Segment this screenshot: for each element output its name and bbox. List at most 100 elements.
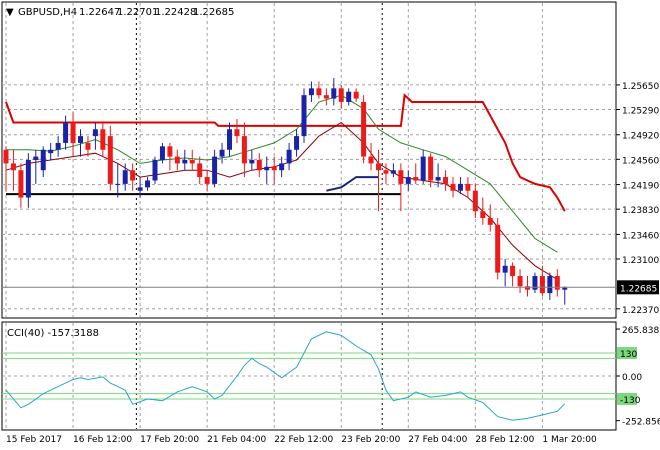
candle-body [525, 286, 530, 290]
cci-title: CCI(40) -157.3188 [7, 328, 99, 339]
candle [398, 163, 404, 212]
candle-body [100, 129, 106, 150]
candle-body [346, 91, 352, 102]
candle-body [70, 122, 76, 143]
candle-body [413, 177, 419, 181]
candle-body [130, 170, 136, 181]
candle-body [48, 149, 54, 154]
candle [78, 129, 83, 157]
candle-body [10, 163, 16, 171]
candle-body [92, 129, 98, 137]
candle [547, 272, 553, 300]
candle-body [159, 146, 165, 160]
candle-body [115, 183, 121, 185]
candle [294, 129, 300, 157]
chart-header-close: 1.22685 [193, 7, 234, 18]
candle-body [122, 170, 128, 184]
candle-body [85, 142, 91, 150]
chart-header-open: 1.22647 [79, 7, 120, 18]
candle [92, 122, 98, 150]
cci-level-box [617, 347, 637, 360]
candle-body [182, 160, 188, 164]
candle-body [457, 183, 463, 191]
axis-layer: 15 Feb 2017 16 Feb 12:00 17 Feb 20:00 21 Fe… [6, 82, 660, 445]
candle [539, 265, 545, 297]
candle-body [390, 170, 396, 174]
candle [316, 81, 322, 99]
candle [435, 163, 441, 188]
price-layer [2, 78, 616, 305]
candle-body [197, 163, 203, 178]
candle-body [547, 276, 553, 294]
candle-body [495, 224, 501, 273]
chart-header-high: 1.22701 [117, 7, 158, 18]
chart-header-low: 1.22428 [155, 7, 196, 18]
ma-fast-line [6, 94, 558, 253]
y-tick-label: 1.24560 [622, 156, 659, 166]
x-tick-label: 23 Feb 20:00 [341, 435, 400, 445]
candle [443, 170, 449, 191]
candle [271, 156, 277, 184]
candle-body [219, 149, 225, 157]
candle-body [502, 265, 508, 273]
candle [480, 197, 486, 225]
candle [18, 163, 24, 208]
candle [510, 262, 516, 287]
cci-y-tick-label: 0.00 [622, 373, 642, 383]
lower-band-alt-line [326, 176, 379, 192]
candle-body [472, 190, 478, 212]
candle-body [256, 160, 262, 171]
candle [525, 276, 530, 297]
candle [227, 122, 232, 157]
current-price-box [617, 280, 659, 295]
candle [301, 88, 307, 143]
candle [189, 149, 195, 171]
candle [33, 149, 39, 184]
candle [353, 88, 359, 102]
y-tick-label: 1.23460 [622, 231, 659, 241]
y-tick-label: 1.25650 [622, 82, 659, 92]
candle-body [368, 156, 374, 164]
candle [55, 136, 61, 157]
candle-body [3, 149, 9, 164]
candle [264, 156, 270, 184]
candle-body [152, 160, 158, 181]
candle [420, 149, 426, 184]
candle [376, 149, 381, 212]
candle [338, 84, 344, 109]
candle-body [420, 156, 426, 181]
candle [25, 153, 31, 208]
candle-body [204, 177, 210, 184]
candle [532, 272, 538, 294]
candle [167, 142, 173, 171]
candle-body [279, 163, 285, 171]
candle [115, 163, 121, 198]
candle-body [264, 166, 270, 171]
candle-body [517, 276, 523, 287]
candle-body [435, 177, 441, 181]
candle [159, 142, 165, 164]
candle-body [212, 156, 218, 184]
candle [137, 177, 143, 198]
y-tick-label: 1.23100 [622, 256, 659, 266]
candle [212, 149, 218, 188]
candle-body [227, 129, 232, 150]
candle-body [316, 88, 322, 96]
candle-body [40, 149, 46, 171]
candle-body [428, 156, 434, 181]
candle [174, 149, 180, 171]
candle [219, 142, 225, 164]
candle [457, 177, 463, 195]
candle-body [510, 265, 516, 277]
candle-body [174, 156, 180, 164]
current-price-label: 1.22685 [620, 284, 657, 294]
candle [472, 183, 478, 219]
cci-y-tick-label: -252.8565 [622, 418, 660, 428]
x-tick-label: 27 Feb 04:00 [408, 435, 467, 445]
candle-body [249, 160, 255, 164]
cci-line [5, 331, 566, 421]
y-tick-label: 1.24190 [622, 182, 659, 192]
candle [3, 146, 9, 191]
